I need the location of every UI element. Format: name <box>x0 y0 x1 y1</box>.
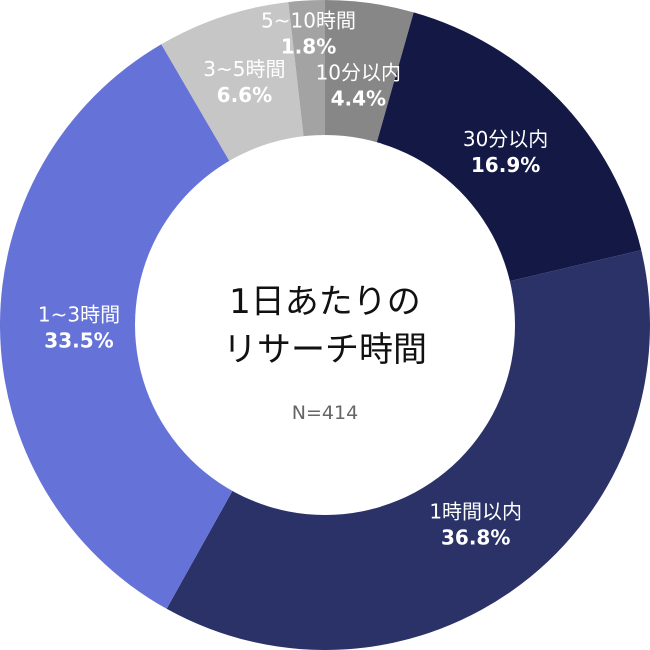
slice-percent-label: 16.9% <box>471 153 540 177</box>
slice-category-label: 5~10時間 <box>261 9 356 33</box>
slice-percent-label: 4.4% <box>331 86 386 110</box>
sample-size-label: N=414 <box>292 402 358 424</box>
slice-category-label: 1時間以内 <box>429 499 522 523</box>
slice-category-label: 10分以内 <box>316 60 401 84</box>
slice-category-label: 3~5時間 <box>203 57 285 81</box>
slice-category-label: 1~3時間 <box>38 302 120 326</box>
slice-category-label: 30分以内 <box>463 127 548 151</box>
donut-hole <box>135 135 515 515</box>
slice-percent-label: 6.6% <box>217 83 272 107</box>
slice-percent-label: 1.8% <box>281 35 336 59</box>
slice-percent-label: 36.8% <box>441 525 510 549</box>
center-title-line-2: リサーチ時間 <box>223 330 427 370</box>
slice-percent-label: 33.5% <box>44 328 113 352</box>
center-text: 1日あたりの リサーチ時間 N=414 <box>223 282 427 424</box>
center-title-line-1: 1日あたりの <box>229 282 421 322</box>
